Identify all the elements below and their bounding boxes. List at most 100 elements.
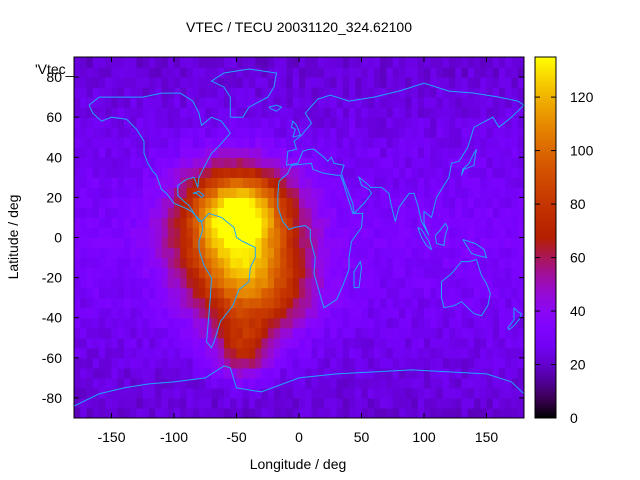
heatmap-cell [349,397,356,409]
heatmap-cell [436,277,444,289]
heatmap-cell [311,77,319,88]
heatmap-cell [224,227,231,239]
heatmap-cell [249,267,256,279]
heatmap-cell [105,87,113,98]
heatmap-cell [474,267,481,279]
heatmap-cell [74,157,81,168]
heatmap-cell [217,357,225,369]
heatmap-cell [230,227,238,239]
heatmap-cell [399,317,406,329]
heatmap-cell [505,297,513,309]
heatmap-cell [349,117,356,128]
heatmap-cell [86,227,94,239]
heatmap-cell [486,197,494,209]
heatmap-cell [292,367,300,379]
heatmap-cell [361,317,369,329]
heatmap-cell [386,157,394,168]
heatmap-cell [311,397,319,409]
heatmap-cell [230,237,238,249]
heatmap-cell [217,227,225,239]
heatmap-cell [99,207,106,219]
heatmap-cell [92,397,100,409]
heatmap-cell [349,387,356,399]
heatmap-cell [399,297,406,309]
heatmap-cell [386,307,394,319]
heatmap-cell [136,77,144,88]
heatmap-cell [380,257,388,269]
heatmap-cell [236,247,244,259]
heatmap-cell [149,137,156,148]
heatmap-cell [74,227,81,239]
heatmap-cell [405,197,413,209]
heatmap-cell [192,307,200,319]
heatmap-cell [242,127,250,138]
heatmap-cell [74,317,81,329]
heatmap-cell [286,217,294,229]
heatmap-cell [511,257,519,269]
heatmap-cell [486,277,494,289]
heatmap-cell [486,227,494,239]
heatmap-cell [111,167,119,178]
heatmap-cell [380,137,388,148]
heatmap-cell [192,357,200,369]
heatmap-cell [386,207,394,219]
heatmap-cell [155,147,163,158]
heatmap-cell [286,57,294,68]
heatmap-cell [386,327,394,339]
heatmap-cell [199,317,206,329]
heatmap-cell [355,357,363,369]
heatmap-cell [74,67,81,78]
heatmap-cell [130,117,138,128]
heatmap-cell [492,217,500,229]
heatmap-cell [161,137,169,148]
heatmap-cell [142,377,150,389]
heatmap-cell [411,277,419,289]
heatmap-cell [336,127,344,138]
heatmap-cell [449,347,456,359]
heatmap-cell [186,397,194,409]
heatmap-cell [411,287,419,299]
heatmap-cell [199,167,206,178]
heatmap-cell [124,137,131,148]
heatmap-cell [174,377,181,389]
heatmap-cell [492,77,500,88]
heatmap-cell [261,167,269,178]
heatmap-cell [467,177,475,188]
heatmap-cell [355,347,363,359]
heatmap-cell [167,77,175,88]
heatmap-cell [180,347,188,359]
heatmap-cell [467,187,475,198]
heatmap-cell [449,327,456,339]
heatmap-cell [249,137,256,148]
heatmap-cell [192,347,200,359]
heatmap-cell [142,347,150,359]
heatmap-cell [361,357,369,369]
heatmap-cell [217,217,225,229]
heatmap-cell [92,167,100,178]
heatmap-cell [305,127,313,138]
heatmap-cell [461,287,469,299]
heatmap-cell [167,217,175,229]
heatmap-cell [430,347,438,359]
heatmap-cell [330,67,338,78]
heatmap-cell [286,347,294,359]
heatmap-cell [424,307,431,319]
heatmap-cell [317,67,325,78]
heatmap-cell [274,167,281,178]
heatmap-cell [124,357,131,369]
heatmap-cell [161,277,169,289]
heatmap-cell [449,67,456,78]
heatmap-cell [236,77,244,88]
heatmap-cell [374,357,381,369]
heatmap-cell [192,207,200,219]
heatmap-cell [267,117,275,128]
heatmap-cell [455,227,463,239]
heatmap-cell [111,147,119,158]
heatmap-cell [155,127,163,138]
heatmap-cell [217,87,225,98]
heatmap-cell [105,97,113,108]
heatmap-cell [342,207,350,219]
heatmap-cell [380,357,388,369]
heatmap-cell [324,107,331,118]
heatmap-cell [136,137,144,148]
